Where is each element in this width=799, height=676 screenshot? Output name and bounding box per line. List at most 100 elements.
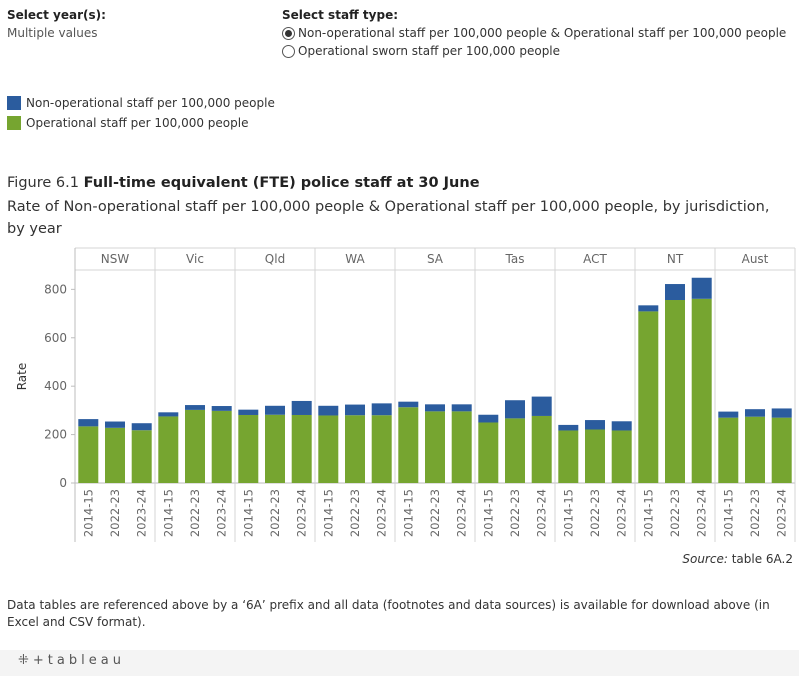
x-tick-label: 2022-23	[508, 489, 522, 537]
year-filter-value[interactable]: Multiple values	[7, 26, 98, 40]
bar-operational-NSW-2023-24	[131, 430, 152, 483]
bar-non-operational-Aust-2022-23	[745, 409, 765, 417]
group-header-SA: SA	[427, 252, 444, 266]
year-filter-label: Select year(s):	[7, 8, 106, 22]
x-tick-label: 2022-23	[668, 489, 682, 537]
y-tick-label: 0	[59, 476, 67, 490]
x-tick-label: 2023-24	[535, 489, 549, 537]
x-tick-label: 2023-24	[135, 489, 149, 537]
bar-operational-ACT-2014-15	[558, 430, 579, 483]
y-tick-label: 400	[44, 379, 67, 393]
bar-non-operational-Vic-2023-24	[211, 406, 232, 411]
source-text: table 6A.2	[727, 552, 793, 566]
radio-selected-icon[interactable]	[282, 26, 295, 40]
bar-operational-Vic-2023-24	[211, 410, 232, 483]
bar-operational-ACT-2022-23	[585, 429, 605, 483]
x-tick-label: 2014-15	[641, 489, 655, 537]
bar-non-operational-WA-2014-15	[318, 405, 339, 416]
group-header-Tas: Tas	[505, 252, 525, 266]
tableau-footer	[0, 650, 799, 676]
x-tick-label: 2023-24	[215, 489, 229, 537]
x-tick-label: 2022-23	[268, 489, 282, 537]
group-header-Aust: Aust	[742, 252, 769, 266]
bar-non-operational-Qld-2023-24	[291, 400, 312, 415]
bar-non-operational-ACT-2022-23	[585, 420, 605, 430]
tableau-plus-icon: ⁜+	[18, 653, 48, 668]
x-tick-label: 2022-23	[188, 489, 202, 537]
tableau-logo[interactable]: ⁜+tableau	[18, 653, 125, 668]
bar-operational-Aust-2023-24	[771, 417, 792, 483]
figure-title: Figure 6.1 Full-time equivalent (FTE) po…	[7, 175, 480, 191]
x-tick-label: 2014-15	[561, 489, 575, 537]
bar-operational-Tas-2014-15	[478, 422, 499, 483]
source-note: Source: table 6A.2	[682, 552, 793, 566]
bar-operational-ACT-2023-24	[611, 430, 632, 483]
bar-non-operational-Aust-2014-15	[718, 411, 739, 418]
x-tick-label: 2023-24	[375, 489, 389, 537]
x-tick-label: 2014-15	[161, 489, 175, 537]
x-tick-label: 2023-24	[695, 489, 709, 537]
x-tick-label: 2023-24	[615, 489, 629, 537]
bar-non-operational-ACT-2023-24	[611, 421, 632, 431]
bar-operational-WA-2022-23	[345, 415, 365, 483]
bar-operational-Vic-2022-23	[185, 409, 205, 483]
legend-swatch-non-operational	[7, 96, 21, 110]
legend-item-operational[interactable]: Operational staff per 100,000 people	[7, 116, 248, 130]
x-tick-label: 2014-15	[721, 489, 735, 537]
bar-non-operational-SA-2014-15	[398, 401, 419, 408]
y-axis-title: Rate	[15, 363, 29, 391]
group-header-NSW: NSW	[101, 252, 130, 266]
legend-label-non-operational: Non-operational staff per 100,000 people	[26, 96, 275, 110]
bar-non-operational-WA-2022-23	[345, 404, 365, 416]
bar-operational-NSW-2022-23	[105, 427, 125, 483]
bar-operational-NT-2014-15	[638, 311, 659, 483]
staff-type-label: Select staff type:	[282, 8, 399, 22]
bar-operational-Tas-2022-23	[505, 418, 525, 483]
bar-non-operational-NT-2014-15	[638, 305, 659, 312]
x-tick-label: 2014-15	[321, 489, 335, 537]
x-tick-label: 2023-24	[295, 489, 309, 537]
x-tick-label: 2014-15	[401, 489, 415, 537]
bar-non-operational-NT-2023-24	[691, 277, 712, 299]
x-tick-label: 2014-15	[241, 489, 255, 537]
staff-option-2[interactable]: Operational sworn staff per 100,000 peop…	[282, 44, 560, 58]
group-header-WA: WA	[345, 252, 365, 266]
bar-non-operational-Vic-2014-15	[158, 412, 179, 417]
x-tick-label: 2023-24	[775, 489, 789, 537]
y-tick-label: 800	[44, 282, 67, 296]
staff-option-1[interactable]: Non-operational staff per 100,000 people…	[282, 26, 786, 40]
x-tick-label: 2023-24	[455, 489, 469, 537]
legend-swatch-operational	[7, 116, 21, 130]
bar-operational-WA-2014-15	[318, 415, 339, 483]
x-tick-label: 2014-15	[481, 489, 495, 537]
x-tick-label: 2022-23	[108, 489, 122, 537]
footnote: Data tables are referenced above by a ‘6…	[7, 598, 770, 629]
bar-non-operational-Qld-2022-23	[265, 405, 285, 415]
bar-non-operational-NT-2022-23	[665, 284, 685, 301]
group-header-NT: NT	[667, 252, 684, 266]
figure-title-text: Full-time equivalent (FTE) police staff …	[83, 175, 480, 191]
bar-non-operational-Tas-2023-24	[531, 396, 552, 416]
x-tick-label: 2014-15	[81, 489, 95, 537]
group-header-Vic: Vic	[186, 252, 204, 266]
bar-non-operational-NSW-2023-24	[131, 423, 152, 431]
x-tick-label: 2022-23	[428, 489, 442, 537]
bar-non-operational-NSW-2014-15	[78, 419, 99, 427]
bar-non-operational-WA-2023-24	[371, 403, 392, 416]
bar-non-operational-Vic-2022-23	[185, 405, 205, 410]
bar-operational-SA-2014-15	[398, 407, 419, 483]
bar-non-operational-Tas-2014-15	[478, 414, 499, 423]
staff-option-1-label: Non-operational staff per 100,000 people…	[298, 26, 787, 40]
radio-unselected-icon[interactable]	[282, 44, 295, 58]
bar-operational-Aust-2022-23	[745, 416, 765, 483]
figure-subtitle: Rate of Non-operational staff per 100,00…	[7, 199, 770, 237]
bar-non-operational-ACT-2014-15	[558, 424, 579, 431]
bar-operational-SA-2023-24	[451, 411, 472, 483]
group-header-ACT: ACT	[583, 252, 607, 266]
staff-option-2-label: Operational sworn staff per 100,000 peop…	[298, 44, 561, 58]
legend-item-non-operational[interactable]: Non-operational staff per 100,000 people	[7, 96, 275, 110]
group-header-Qld: Qld	[265, 252, 285, 266]
bar-operational-NT-2023-24	[691, 298, 712, 483]
x-tick-label: 2022-23	[748, 489, 762, 537]
figure-number: Figure 6.1	[7, 175, 79, 191]
